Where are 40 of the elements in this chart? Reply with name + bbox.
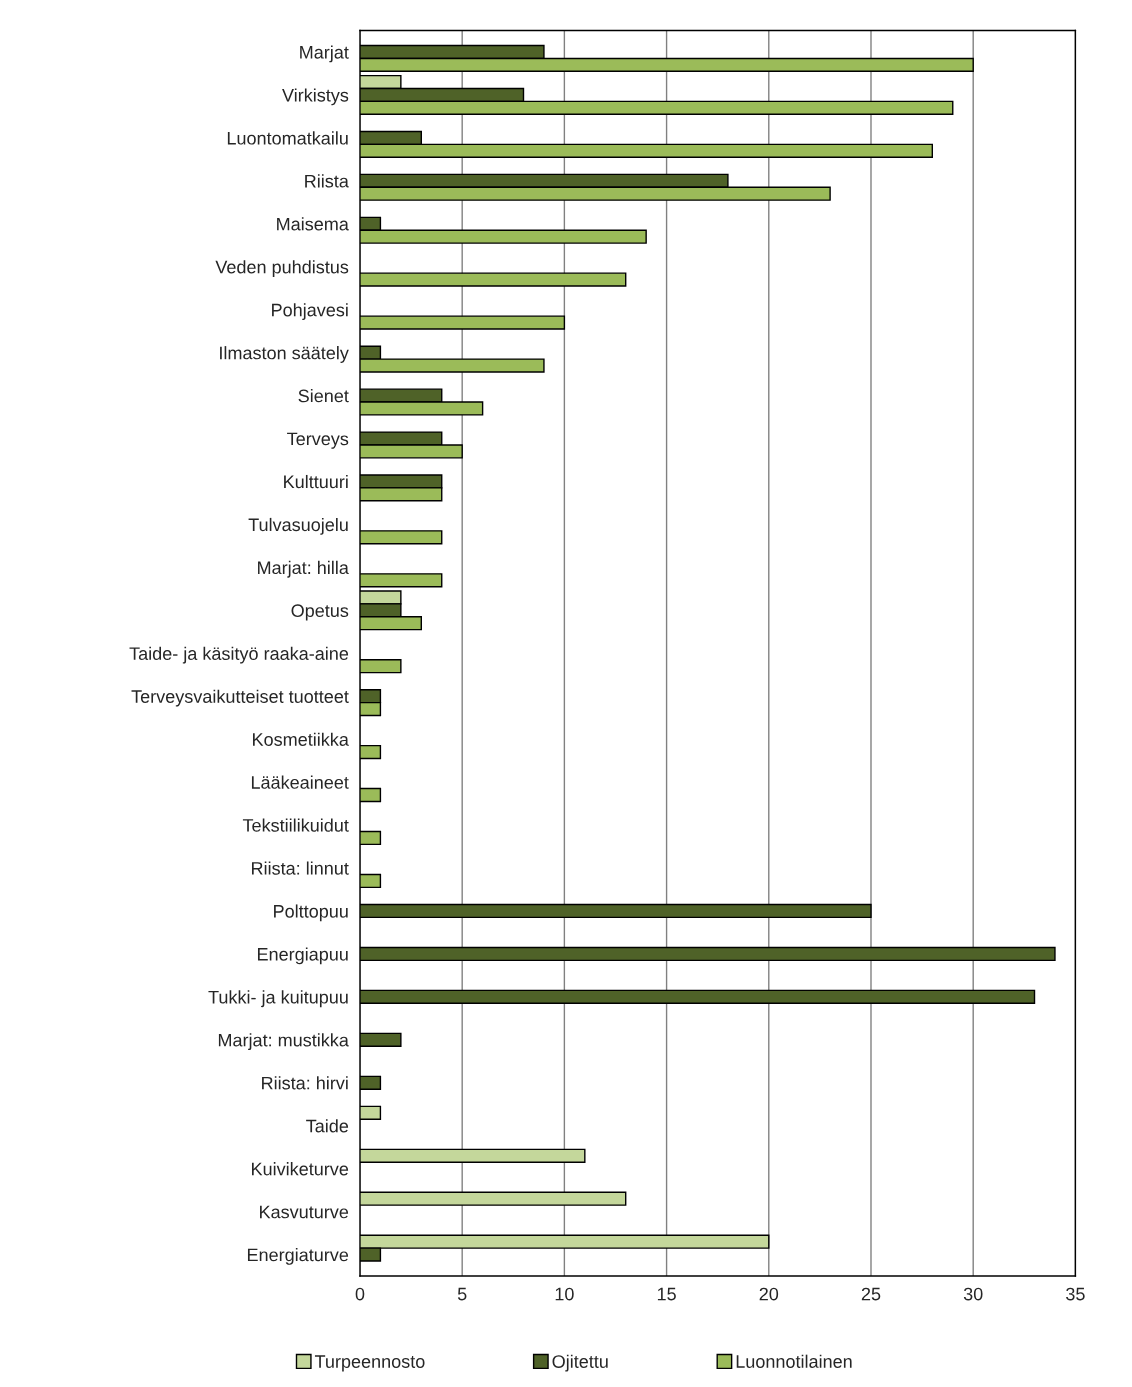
x-tick-label: 25	[861, 1287, 881, 1301]
y-tick-label: Pohjavesi	[272, 303, 348, 320]
y-tick-label: Tekstiilikuidut	[242, 818, 349, 832]
y-tick-label: Sienet	[298, 389, 349, 403]
legend-label: Turpeennosto	[314, 1355, 425, 1372]
y-tick-label: Maisema	[277, 217, 349, 231]
y-tick-label: Terveysvaikutteiset tuotteet	[131, 689, 349, 707]
y-tick-label: Energiaturve	[247, 1248, 349, 1265]
y-tick-label: Tulvasuojelu	[248, 517, 348, 535]
y-tick-label: Kuiviketurve	[252, 1162, 349, 1176]
y-tick-label: Polttopuu	[274, 904, 348, 922]
x-tick-label: 35	[1066, 1287, 1085, 1301]
y-tick-label: Terveys	[287, 432, 349, 449]
y-tick-label: Riista: hirvi	[262, 1076, 348, 1090]
y-tick-label: Lääkeaineet	[251, 775, 349, 789]
y-tick-label: Taide	[306, 1119, 349, 1133]
x-tick-label: 15	[657, 1287, 676, 1301]
y-tick-label: Tukki- ja kuitupuu	[208, 990, 348, 1008]
y-tick-label: Riista: linnut	[252, 861, 349, 875]
legend-label: Ojitettu	[552, 1354, 608, 1372]
y-tick-label: Energiapuu	[257, 947, 348, 965]
x-tick-label: 20	[759, 1287, 779, 1301]
y-tick-label: Virkistys	[282, 88, 349, 106]
y-tick-label: Ilmaston säätely	[220, 346, 349, 363]
x-tick-label: 10	[555, 1287, 574, 1301]
y-tick-label: Veden puhdistus	[215, 260, 349, 278]
x-tick-label: 30	[963, 1287, 983, 1301]
y-tick-label: Kasvuturve	[260, 1205, 349, 1219]
x-tick-label: 5	[457, 1287, 467, 1301]
y-tick-label: Marjat: mustikka	[218, 1033, 349, 1051]
y-tick-label: Kosmetiikka	[253, 732, 349, 746]
y-tick-label: Taide- ja käsityö raaka-aine	[129, 646, 349, 664]
legend-label: Luonnotilainen	[736, 1354, 852, 1368]
y-tick-label: Marjat	[300, 45, 349, 63]
y-tick-label: Kulttuuri	[284, 474, 348, 489]
y-tick-label: Luontomatkailu	[227, 131, 348, 145]
y-tick-label: Marjat: hilla	[258, 560, 349, 578]
y-tick-label: Opetus	[291, 604, 349, 621]
x-tick-label: 0	[355, 1287, 365, 1301]
y-tick-label: Riista	[305, 174, 349, 188]
